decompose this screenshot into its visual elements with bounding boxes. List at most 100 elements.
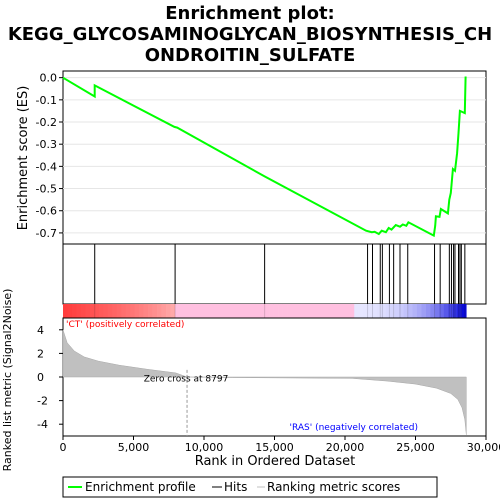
color-bar-segment bbox=[269, 304, 274, 318]
color-bar-segment bbox=[126, 304, 131, 318]
es-y-tick-label: -0.2 bbox=[36, 116, 57, 129]
color-bar-segment bbox=[323, 304, 328, 318]
color-bar-segment bbox=[332, 304, 337, 318]
color-bar-segment bbox=[274, 304, 279, 318]
color-bar-segment bbox=[202, 304, 207, 318]
color-bar-segment bbox=[233, 304, 238, 318]
color-bar-segment bbox=[211, 304, 216, 318]
color-bar-segment bbox=[130, 304, 135, 318]
color-bar-segment bbox=[135, 304, 140, 318]
legend-hits-label: Hits bbox=[224, 480, 247, 494]
color-bar-segment bbox=[139, 304, 144, 318]
title-line-2: KEGG_GLYCOSAMINOGLYCAN_BIOSYNTHESIS_CH bbox=[8, 24, 492, 45]
color-bar-segment bbox=[292, 304, 297, 318]
color-bar-segment bbox=[444, 304, 449, 318]
color-bar-segment bbox=[157, 304, 162, 318]
x-tick-label: 30,000 bbox=[467, 441, 500, 454]
color-bar-segment bbox=[265, 304, 270, 318]
es-y-tick-label: 0.0 bbox=[40, 72, 58, 85]
x-axis-label: Rank in Ordered Dataset bbox=[195, 454, 356, 469]
es-y-tick-label: -0.4 bbox=[36, 160, 57, 173]
es-y-tick-label: -0.7 bbox=[36, 227, 57, 240]
color-bar-segment bbox=[462, 304, 467, 318]
color-bar-segment bbox=[148, 304, 153, 318]
color-bar-segment bbox=[296, 304, 301, 318]
color-bar-segment bbox=[287, 304, 292, 318]
color-bar-segment bbox=[206, 304, 211, 318]
color-bar-segment bbox=[63, 304, 68, 318]
color-bar-segment bbox=[108, 304, 113, 318]
color-bar-segment bbox=[72, 304, 77, 318]
color-bar-segment bbox=[224, 304, 229, 318]
color-bar-segment bbox=[421, 304, 426, 318]
metric-y-tick-label: 2 bbox=[37, 347, 44, 360]
color-bar-segment bbox=[229, 304, 234, 318]
legend-enrichment-label: Enrichment profile bbox=[85, 480, 196, 494]
title-line-3: ONDROITIN_SULFATE bbox=[145, 45, 356, 66]
es-y-axis-label: Enrichment score (ES) bbox=[16, 86, 31, 231]
es-y-tick-label: -0.5 bbox=[36, 183, 57, 196]
color-bar-segment bbox=[359, 304, 364, 318]
color-bar-segment bbox=[381, 304, 386, 318]
metric-y-tick-label: 4 bbox=[37, 324, 44, 337]
x-tick-label: 15,000 bbox=[255, 441, 294, 454]
color-bar-segment bbox=[67, 304, 72, 318]
title-line-1: Enrichment plot: bbox=[165, 3, 335, 24]
color-bar-segment bbox=[242, 304, 247, 318]
color-bar-segment bbox=[350, 304, 355, 318]
x-tick-label: 20,000 bbox=[326, 441, 365, 454]
es-y-tick-label: -0.6 bbox=[36, 205, 57, 218]
color-bar-segment bbox=[188, 304, 193, 318]
x-tick-label: 10,000 bbox=[185, 441, 224, 454]
color-bar-segment bbox=[247, 304, 252, 318]
color-bar-segment bbox=[395, 304, 400, 318]
color-bar-segment bbox=[103, 304, 108, 318]
color-bar-segment bbox=[412, 304, 417, 318]
color-bar-segment bbox=[327, 304, 332, 318]
color-bar-segment bbox=[368, 304, 373, 318]
color-bar-segment bbox=[90, 304, 95, 318]
color-bar-segment bbox=[278, 304, 283, 318]
es-y-tick-label: -0.1 bbox=[36, 94, 57, 107]
metric-y-tick-label: 0 bbox=[37, 371, 44, 384]
es-panel-frame bbox=[63, 71, 486, 244]
color-bar-segment bbox=[175, 304, 180, 318]
color-bar-segment bbox=[112, 304, 117, 318]
metric-y-axis-label: Ranked list metric (Signal2Noise) bbox=[1, 289, 14, 472]
color-bar-segment bbox=[162, 304, 167, 318]
color-bar-segment bbox=[179, 304, 184, 318]
color-bar-segment bbox=[417, 304, 422, 318]
legend-metric-label: Ranking metric scores bbox=[267, 480, 400, 494]
color-bar-segment bbox=[184, 304, 189, 318]
metric-y-tick-label: -4 bbox=[37, 418, 48, 431]
color-bar-segment bbox=[283, 304, 288, 318]
color-bar-segment bbox=[354, 304, 359, 318]
positive-correlation-label: 'CT' (positively correlated) bbox=[66, 320, 184, 330]
color-bar-segment bbox=[215, 304, 220, 318]
color-bar-segment bbox=[238, 304, 243, 318]
color-bar-segment bbox=[318, 304, 323, 318]
color-bar-segment bbox=[390, 304, 395, 318]
metric-y-tick-label: -2 bbox=[37, 395, 48, 408]
color-bar-segment bbox=[153, 304, 158, 318]
rank-color-bar bbox=[63, 304, 467, 318]
color-bar-segment bbox=[81, 304, 86, 318]
color-bar-segment bbox=[305, 304, 310, 318]
color-bar-segment bbox=[85, 304, 90, 318]
metric-y-ticks: 4 2 0 -2 -4 bbox=[37, 324, 63, 431]
x-tick-label: 25,000 bbox=[396, 441, 435, 454]
color-bar-segment bbox=[76, 304, 81, 318]
color-bar-segment bbox=[251, 304, 256, 318]
es-y-ticks: 0.0 -0.1 -0.2 -0.3 -0.4 -0.5 -0.6 -0.7 bbox=[36, 72, 63, 240]
es-y-tick-label: -0.3 bbox=[36, 138, 57, 151]
x-tick-label: 0 bbox=[60, 441, 67, 454]
color-bar-segment bbox=[144, 304, 149, 318]
color-bar-segment bbox=[336, 304, 341, 318]
color-bar-segment bbox=[197, 304, 202, 318]
color-bar-segment bbox=[314, 304, 319, 318]
x-tick-label: 5,000 bbox=[118, 441, 150, 454]
color-bar-segment bbox=[117, 304, 122, 318]
color-bar-segment bbox=[341, 304, 346, 318]
color-bar-segment bbox=[426, 304, 431, 318]
